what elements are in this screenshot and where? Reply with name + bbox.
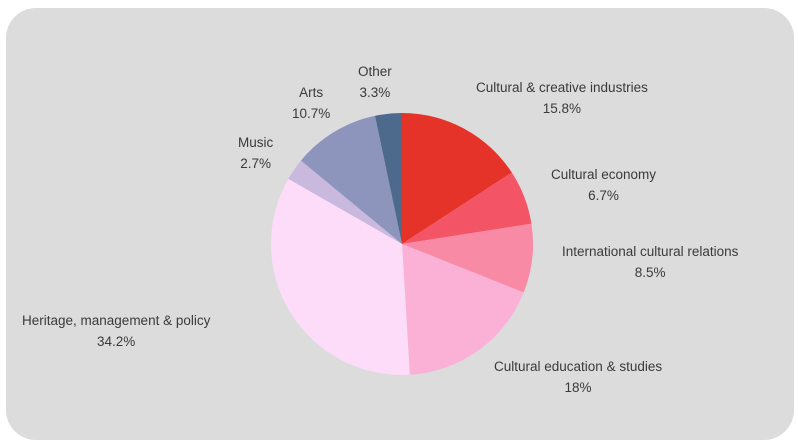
slice-label-heritage-management-policy: Heritage, management & policy 34.2% xyxy=(22,310,210,352)
slice-value: 2.7% xyxy=(240,156,272,171)
slice-label-arts: Arts 10.7% xyxy=(292,82,330,124)
slice-name: Cultural & creative industries xyxy=(476,80,648,95)
slice-name: Heritage, management & policy xyxy=(22,313,211,328)
slice-name: Arts xyxy=(299,85,324,100)
slice-label-music: Music 2.7% xyxy=(238,132,273,174)
slice-value: 8.5% xyxy=(634,265,666,280)
slice-value: 15.8% xyxy=(542,101,582,116)
slice-label-cultural-education-studies: Cultural education & studies 18% xyxy=(494,356,662,398)
pie-slice-music xyxy=(288,160,402,244)
pie-slice-cultural-creative-industries xyxy=(402,113,512,244)
pie-slice-cultural-economy xyxy=(402,172,532,244)
slice-name: Cultural education & studies xyxy=(494,359,663,374)
slice-name: International cultural relations xyxy=(562,244,739,259)
pie-slice-cultural-education-studies xyxy=(402,244,524,375)
slice-name: Cultural economy xyxy=(551,167,657,182)
slice-value: 34.2% xyxy=(97,334,136,349)
pie-slice-arts xyxy=(300,115,402,245)
pie-slice-other xyxy=(375,113,402,244)
slice-label-cultural-economy: Cultural economy 6.7% xyxy=(551,164,656,206)
slice-name: Music xyxy=(238,135,274,150)
slice-value: 18% xyxy=(564,380,592,395)
slice-name: Other xyxy=(358,64,392,79)
slice-value: 10.7% xyxy=(292,106,331,121)
pie-slice-international-cultural-relations xyxy=(402,223,533,293)
slice-label-international-cultural-relations: International cultural relations 8.5% xyxy=(562,241,738,283)
slice-label-other: Other 3.3% xyxy=(358,61,392,103)
slice-label-cultural-creative-industries: Cultural & creative industries 15.8% xyxy=(476,77,648,119)
slice-value: 3.3% xyxy=(359,85,391,100)
slice-value: 6.7% xyxy=(588,188,619,203)
pie-slice-heritage-management-policy xyxy=(271,178,410,376)
